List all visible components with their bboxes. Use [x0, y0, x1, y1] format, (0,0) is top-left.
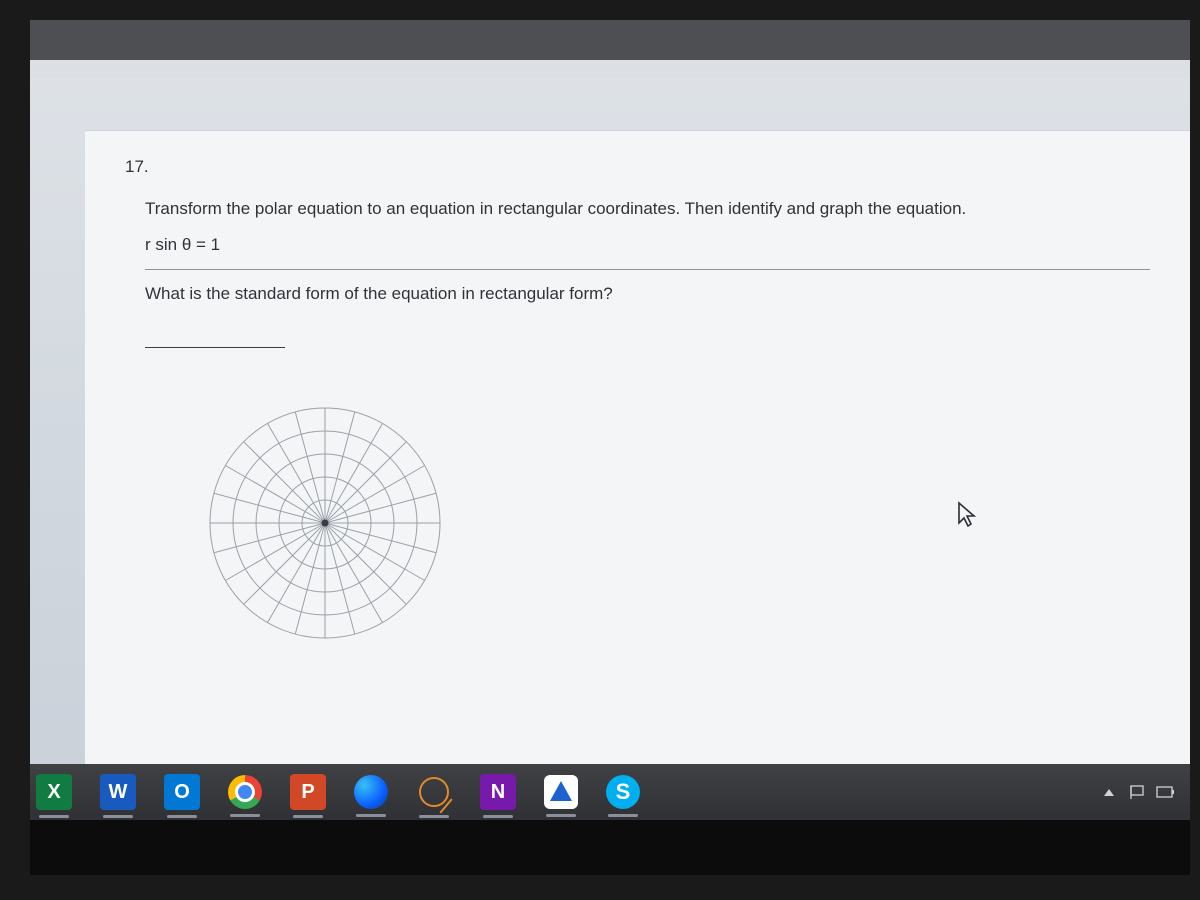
excel-label: X — [47, 781, 60, 804]
onenote-icon[interactable]: N — [480, 774, 516, 810]
edge-icon[interactable] — [354, 775, 388, 809]
outlook-label: O — [174, 781, 190, 804]
top-app-bar — [30, 20, 1190, 60]
excel-icon[interactable]: X — [36, 774, 72, 810]
taskbar: X W O P — [30, 764, 1190, 820]
tray-overflow-icon[interactable] — [1100, 783, 1118, 801]
problem-number: 17. — [125, 157, 1150, 177]
running-indicator — [39, 815, 69, 818]
problem-instruction: Transform the polar equation to an equat… — [145, 199, 1150, 219]
running-indicator — [293, 815, 323, 818]
running-indicator — [230, 814, 260, 817]
problem-card: 17. Transform the polar equation to an e… — [85, 130, 1190, 765]
answer-input-blank[interactable] — [145, 330, 285, 348]
section-divider — [145, 269, 1150, 270]
problem-equation: r sin θ = 1 — [145, 235, 1150, 255]
scissors-icon — [419, 777, 449, 807]
screen: 17. Transform the polar equation to an e… — [30, 20, 1190, 875]
taskbar-apps: X W O P — [36, 774, 1072, 810]
top-divider — [30, 60, 1190, 78]
skype-label: S — [616, 779, 631, 805]
cursor-icon — [956, 501, 980, 536]
app-icon[interactable] — [544, 775, 578, 809]
running-indicator — [608, 814, 638, 817]
polar-grid-svg — [205, 403, 445, 643]
onenote-label: N — [491, 781, 505, 804]
running-indicator — [103, 815, 133, 818]
running-indicator — [419, 815, 449, 818]
system-tray — [1100, 783, 1184, 801]
snipping-tool-icon[interactable] — [416, 774, 452, 810]
running-indicator — [546, 814, 576, 817]
running-indicator — [483, 815, 513, 818]
polar-grid-figure — [205, 403, 1150, 648]
skype-icon[interactable]: S — [606, 775, 640, 809]
running-indicator — [167, 815, 197, 818]
chrome-icon[interactable] — [228, 775, 262, 809]
word-label: W — [109, 781, 128, 804]
word-icon[interactable]: W — [100, 774, 136, 810]
ppt-label: P — [301, 781, 314, 804]
tray-flag-icon[interactable] — [1128, 783, 1146, 801]
tray-battery-icon[interactable] — [1156, 783, 1174, 801]
monitor-bezel — [30, 820, 1190, 875]
running-indicator — [356, 814, 386, 817]
sub-question: What is the standard form of the equatio… — [145, 284, 1150, 304]
powerpoint-icon[interactable]: P — [290, 774, 326, 810]
outlook-icon[interactable]: O — [164, 774, 200, 810]
